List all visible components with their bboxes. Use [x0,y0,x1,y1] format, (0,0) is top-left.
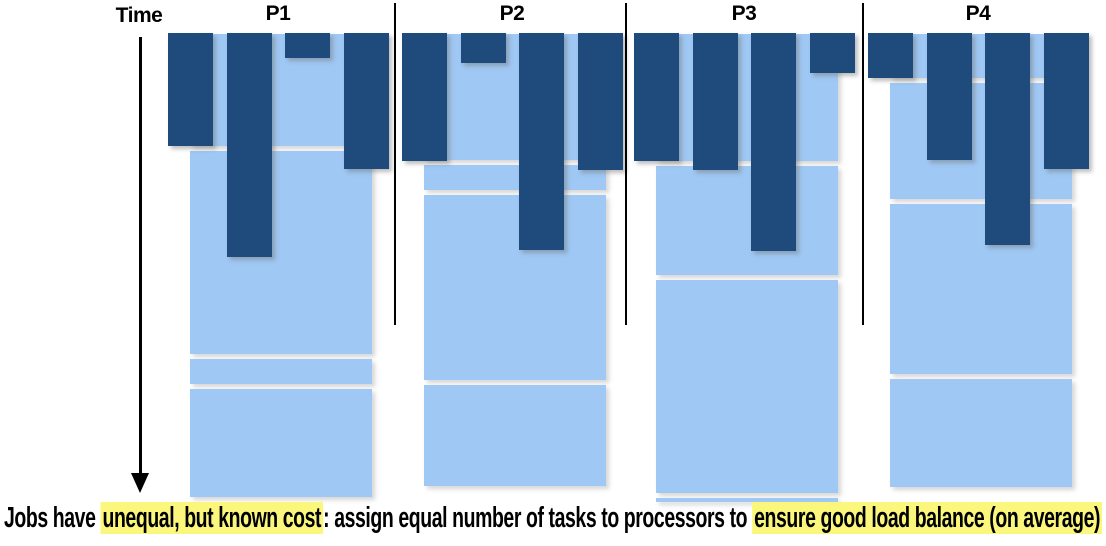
task-bar [1044,33,1089,169]
task-bar [344,33,389,169]
stack-segment [656,280,838,493]
task-bar [402,33,447,161]
task-bar [634,33,679,161]
caption-segment: Jobs have [3,502,101,534]
task-bar [693,33,738,170]
task-bar [461,33,506,63]
stack-segment [890,34,1072,78]
caption-highlight: unequal, but known cost [100,502,324,534]
stack-segment [424,34,606,160]
stack-segment [656,34,838,161]
panel-divider [862,3,864,325]
panel-label-p1: P1 [265,2,291,25]
task-bar [168,33,213,146]
stack-segment [656,166,838,275]
stack-segment [190,151,372,354]
task-bar [868,33,913,78]
caption: Jobs have unequal, but known cost: assig… [0,500,1106,536]
task-bar [285,33,330,58]
task-bar [985,33,1030,245]
task-bar [227,33,272,257]
time-arrow-head-icon [131,473,149,493]
caption-segment: : assign equal number of tasks to proces… [323,502,753,534]
stack-segment [424,165,606,190]
panel-divider [394,3,396,325]
stack-segment [890,83,1072,199]
panel-divider [625,3,627,325]
stack-segment [424,385,606,486]
panel-label-p3: P3 [731,2,757,25]
time-arrow-line [139,37,142,475]
task-bar [519,33,564,250]
caption-highlight: ensure good load balance (on average) [752,502,1103,534]
task-bar [578,33,623,170]
caption-text: Jobs have unequal, but known cost: assig… [3,500,1103,536]
task-bar [751,33,796,251]
stack-segment [190,359,372,384]
stack-segment [890,204,1072,374]
stack-segment [656,498,838,502]
stack-segment [190,34,372,146]
stack-segment [190,389,372,497]
stack-segment [890,379,1072,487]
time-axis-label: Time [115,4,163,27]
task-bar [810,33,855,73]
stack-segment [424,195,606,380]
panel-label-p2: P2 [499,2,525,25]
panel-label-p4: P4 [965,2,991,25]
task-bar [927,33,972,160]
